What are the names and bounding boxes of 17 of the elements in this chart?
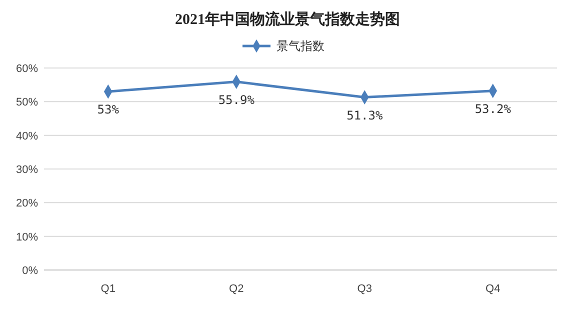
y-tick-label: 0% bbox=[22, 265, 38, 277]
y-tick-label: 10% bbox=[16, 231, 38, 244]
y-tick-label: 30% bbox=[16, 164, 38, 176]
x-tick-label: Q4 bbox=[486, 283, 500, 295]
data-label: 51.3% bbox=[346, 108, 384, 122]
x-tick-label: Q3 bbox=[357, 283, 372, 295]
y-tick-label: 60% bbox=[16, 63, 38, 75]
y-tick-label: 50% bbox=[16, 96, 38, 109]
data-label: 55.9% bbox=[218, 92, 256, 107]
legend-label: 景气指数 bbox=[276, 39, 324, 53]
data-label: 53% bbox=[97, 102, 120, 117]
x-tick-label: Q1 bbox=[100, 283, 116, 295]
y-tick-label: 20% bbox=[16, 198, 38, 210]
y-tick-label: 40% bbox=[16, 130, 38, 142]
chart-title: 2021年中国物流业景气指数走势图 bbox=[175, 10, 400, 28]
data-label: 53.2% bbox=[474, 102, 512, 116]
x-tick-label: Q2 bbox=[229, 283, 244, 295]
